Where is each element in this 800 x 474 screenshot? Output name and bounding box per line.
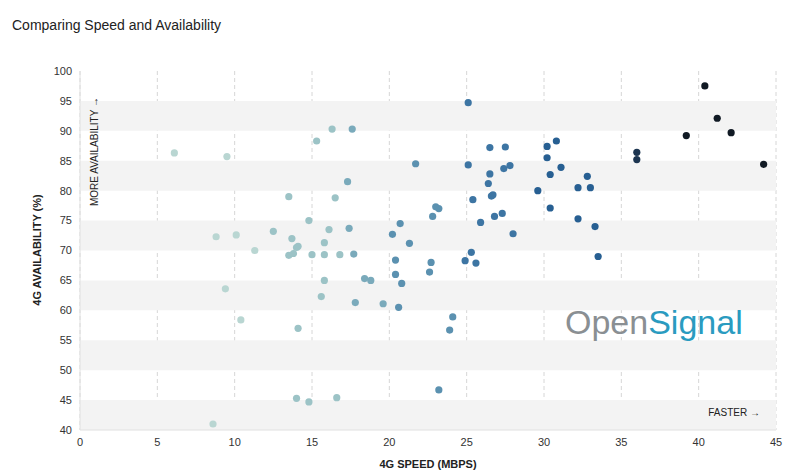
svg-text:55: 55 — [60, 334, 72, 346]
svg-text:60: 60 — [60, 304, 72, 316]
svg-text:25: 25 — [461, 436, 473, 448]
svg-text:95: 95 — [60, 95, 72, 107]
svg-text:50: 50 — [60, 364, 72, 376]
svg-text:Comparing Speed and Availabili: Comparing Speed and Availability — [12, 17, 221, 33]
svg-text:5: 5 — [154, 436, 160, 448]
svg-text:75: 75 — [60, 214, 72, 226]
svg-text:100: 100 — [54, 65, 72, 77]
svg-text:0: 0 — [77, 436, 83, 448]
svg-text:4G AVAILABILITY (%): 4G AVAILABILITY (%) — [31, 194, 43, 306]
svg-text:45: 45 — [770, 436, 782, 448]
svg-text:MORE AVAILABILITY →: MORE AVAILABILITY → — [89, 97, 100, 206]
svg-text:40: 40 — [693, 436, 705, 448]
svg-text:65: 65 — [60, 274, 72, 286]
svg-text:90: 90 — [60, 125, 72, 137]
svg-text:15: 15 — [306, 436, 318, 448]
svg-text:45: 45 — [60, 394, 72, 406]
svg-text:85: 85 — [60, 155, 72, 167]
svg-text:20: 20 — [383, 436, 395, 448]
svg-text:FASTER →: FASTER → — [708, 407, 760, 418]
svg-text:80: 80 — [60, 185, 72, 197]
svg-text:OpenSignal: OpenSignal — [565, 303, 743, 341]
svg-text:4G SPEED (MBPS): 4G SPEED (MBPS) — [379, 458, 477, 470]
svg-text:30: 30 — [538, 436, 550, 448]
svg-text:40: 40 — [60, 424, 72, 436]
svg-text:70: 70 — [60, 244, 72, 256]
svg-text:10: 10 — [229, 436, 241, 448]
svg-text:35: 35 — [615, 436, 627, 448]
